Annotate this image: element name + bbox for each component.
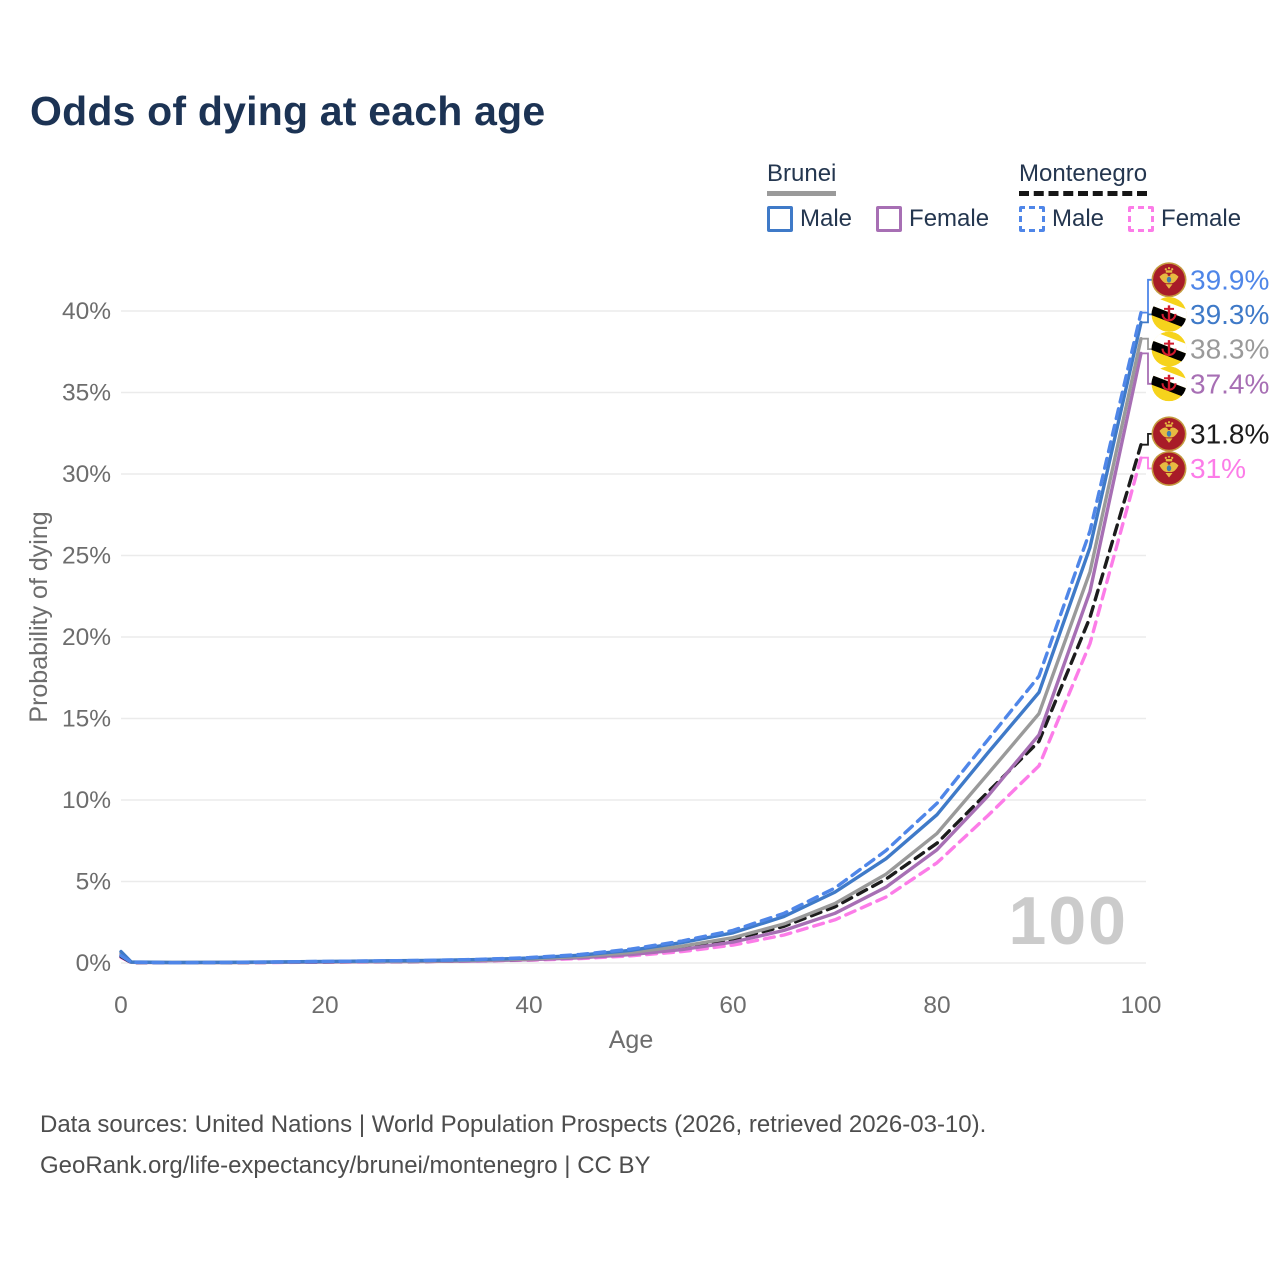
legend-item-label: Female bbox=[909, 205, 990, 232]
y-tick-label: 0% bbox=[76, 950, 111, 977]
series-line-montenegro-male bbox=[119, 310, 1143, 965]
label-leader-line bbox=[1142, 456, 1152, 470]
legend-line-style-sample bbox=[1019, 191, 1148, 196]
end-value-label-brunei: 38.3% bbox=[1190, 334, 1269, 365]
y-axis-title: Probability of dying bbox=[25, 511, 53, 722]
legend-swatch-icon bbox=[1128, 206, 1155, 232]
series-line-brunei-female bbox=[119, 351, 1143, 965]
label-leader-line bbox=[1142, 337, 1152, 350]
label-leader-line bbox=[1142, 278, 1152, 314]
legend-item-label: Male bbox=[1052, 205, 1105, 232]
brunei-flag-icon bbox=[1151, 331, 1187, 367]
y-tick-label: 15% bbox=[62, 706, 111, 733]
data-source-line: Data sources: United Nations | World Pop… bbox=[40, 1111, 987, 1138]
y-tick-label: 30% bbox=[62, 461, 111, 488]
legend-swatch-icon bbox=[876, 206, 903, 232]
legend-item-label: Female bbox=[1161, 205, 1242, 232]
data-source-footer: Data sources: United Nations | World Pop… bbox=[40, 1105, 986, 1187]
label-leader-line bbox=[1142, 313, 1152, 324]
x-tick-label: 100 bbox=[1121, 992, 1162, 1019]
montenegro-flag-icon bbox=[1151, 451, 1187, 486]
series-line-montenegro bbox=[119, 443, 1143, 965]
legend-swatch-icon bbox=[767, 206, 793, 232]
attribution-link[interactable]: GeoRank.org/life-expectancy/brunei/monte… bbox=[40, 1151, 651, 1179]
legend-swatch-icon bbox=[1019, 206, 1045, 232]
legend-item-montenegro-male[interactable]: Male bbox=[1019, 205, 1104, 233]
montenegro-flag-icon bbox=[1151, 416, 1187, 452]
x-tick-label: 20 bbox=[311, 992, 338, 1019]
label-leader-line bbox=[1142, 433, 1152, 446]
y-tick-label: 20% bbox=[62, 624, 111, 651]
legend-line-style-sample bbox=[767, 191, 837, 196]
legend-item-brunei-female[interactable]: Female bbox=[876, 205, 989, 233]
y-tick-label: 40% bbox=[62, 298, 111, 325]
end-value-label-brunei-female: 37.4% bbox=[1190, 368, 1269, 399]
legend-item-brunei-male[interactable]: Male bbox=[767, 205, 852, 233]
x-tick-label: 60 bbox=[719, 992, 746, 1019]
brunei-flag-icon bbox=[1151, 296, 1187, 332]
y-tick-label: 5% bbox=[76, 869, 111, 896]
y-tick-label: 25% bbox=[62, 543, 111, 570]
end-value-label-montenegro-female: 31% bbox=[1190, 453, 1246, 484]
series-line-brunei bbox=[119, 337, 1143, 965]
end-value-label-montenegro: 31.8% bbox=[1190, 418, 1269, 449]
montenegro-flag-icon bbox=[1151, 262, 1187, 298]
brunei-flag-icon bbox=[1151, 366, 1187, 402]
age-watermark: 100 bbox=[1009, 883, 1128, 959]
series-line-brunei-male bbox=[119, 320, 1143, 965]
legend-group-title-brunei: Brunei bbox=[767, 160, 837, 196]
legend-group-title-montenegro: Montenegro bbox=[1019, 160, 1148, 196]
label-leader-line bbox=[1142, 352, 1152, 385]
y-tick-label: 35% bbox=[62, 380, 111, 407]
legend-group-montenegro: Montenegro Male Female bbox=[1019, 160, 1241, 233]
x-tick-label: 40 bbox=[515, 992, 542, 1019]
page-title: Odds of dying at each age bbox=[30, 88, 546, 134]
series-line-montenegro-female bbox=[119, 456, 1143, 965]
legend-group-brunei: Brunei Male Female bbox=[767, 160, 989, 233]
chart-canvas: 0% 5% 10% 15% 20% 25% 30% 35% 40% 0 20 40 60 80 100 Age… bbox=[25, 262, 1269, 1054]
legend-item-montenegro-female[interactable]: Female bbox=[1128, 205, 1241, 233]
end-value-label-brunei-male: 39.3% bbox=[1190, 299, 1269, 330]
x-axis-title: Age bbox=[609, 1026, 653, 1054]
x-tick-label: 80 bbox=[923, 992, 950, 1019]
x-tick-label: 0 bbox=[114, 992, 128, 1019]
y-tick-label: 10% bbox=[62, 787, 111, 814]
end-value-label-montenegro-male: 39.9% bbox=[1190, 264, 1269, 295]
legend-item-label: Male bbox=[800, 205, 853, 232]
